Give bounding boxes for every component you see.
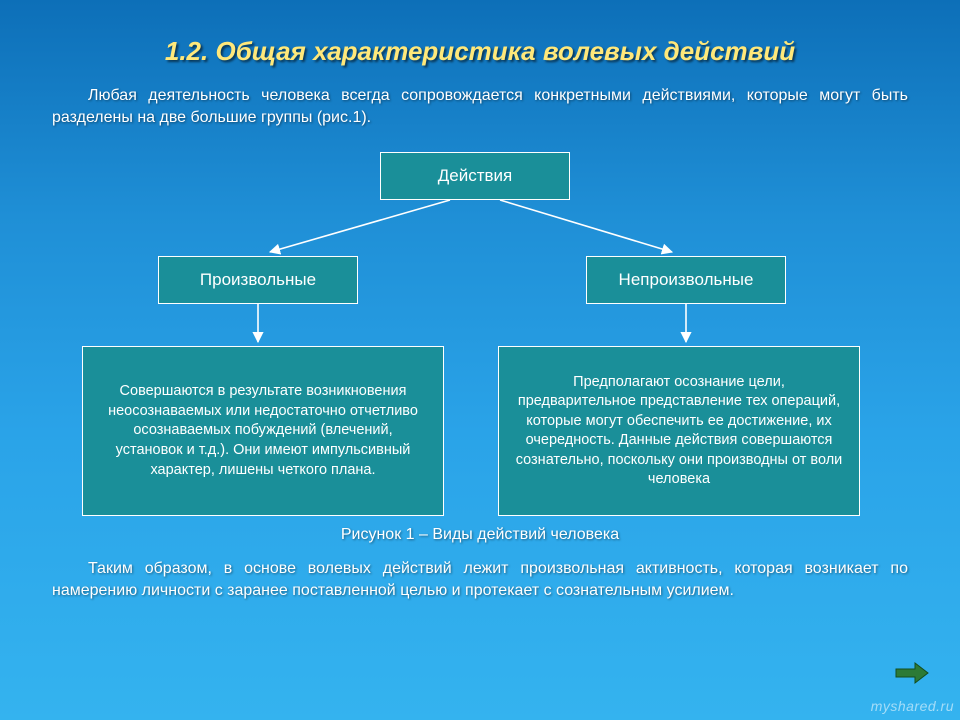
node-root: Действия xyxy=(380,152,570,200)
node-right: Непроизвольные xyxy=(586,256,786,304)
node-desc-right-label: Предполагают осознание цели, предварител… xyxy=(515,373,843,490)
node-left-label: Произвольные xyxy=(200,269,316,292)
node-left: Произвольные xyxy=(158,256,358,304)
node-desc-right: Предполагают осознание цели, предварител… xyxy=(498,346,860,516)
next-slide-button[interactable] xyxy=(894,660,930,686)
node-desc-left-label: Совершаются в результате возникновения н… xyxy=(99,382,427,480)
next-arrow-icon xyxy=(895,661,929,685)
node-desc-left: Совершаются в результате возникновения н… xyxy=(82,346,444,516)
figure-caption: Рисунок 1 – Виды действий человека xyxy=(52,526,908,544)
slide-title: 1.2. Общая характеристика волевых действ… xyxy=(52,36,908,67)
intro-paragraph: Любая деятельность человека всегда сопро… xyxy=(52,85,908,128)
watermark: myshared.ru xyxy=(871,698,954,714)
diagram: Действия Произвольные Непроизвольные Сов… xyxy=(52,152,908,522)
node-root-label: Действия xyxy=(438,165,512,188)
footer-paragraph: Таким образом, в основе волевых действий… xyxy=(52,558,908,601)
node-right-label: Непроизвольные xyxy=(619,269,754,292)
slide: 1.2. Общая характеристика волевых действ… xyxy=(0,0,960,720)
